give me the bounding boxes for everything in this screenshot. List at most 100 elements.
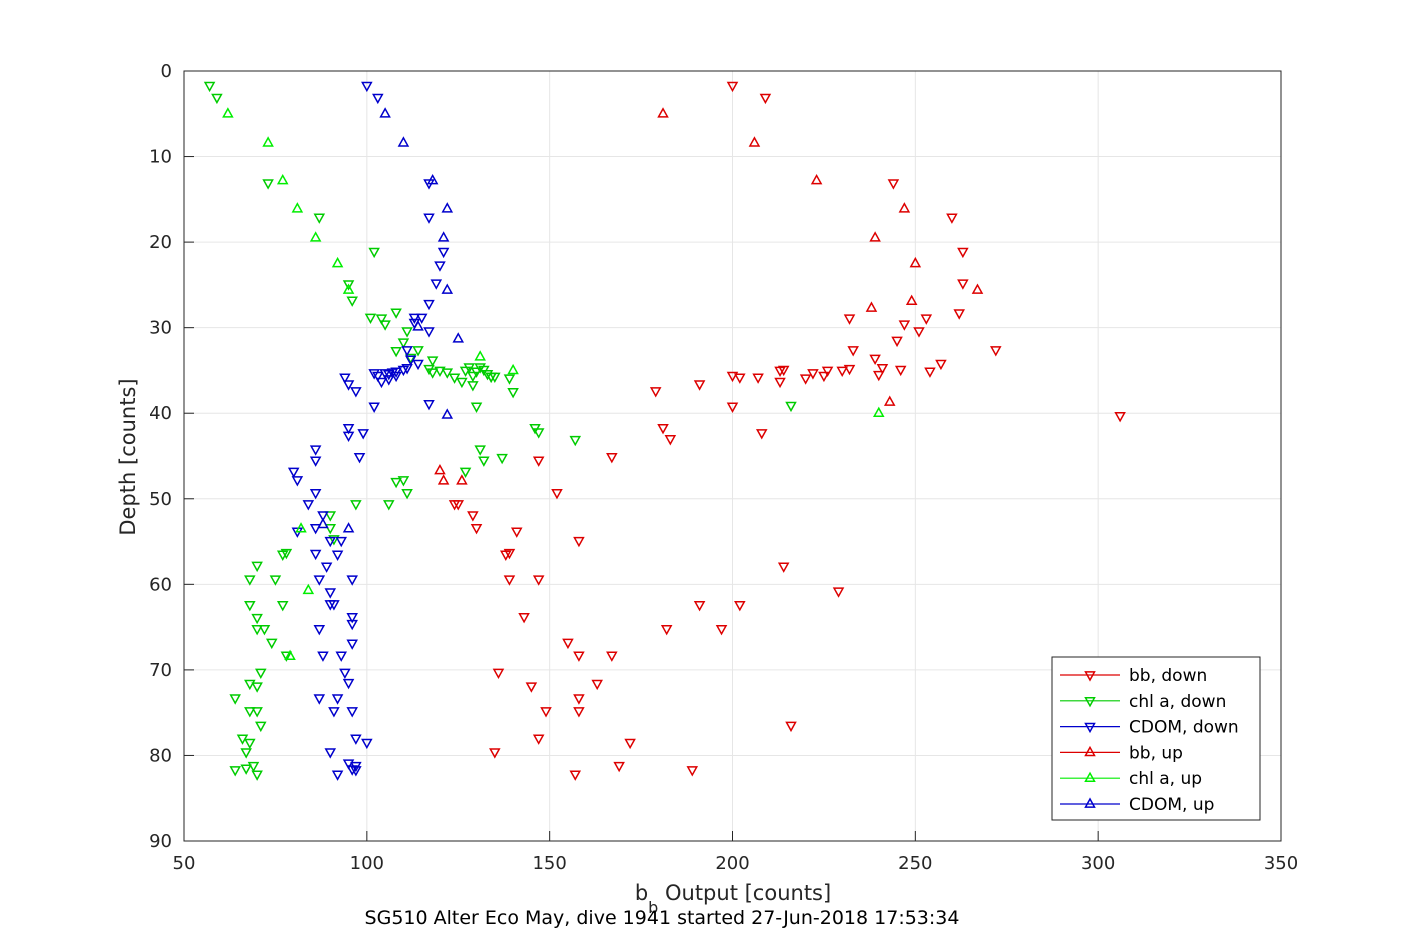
data-point: [251, 624, 263, 636]
data-point: [342, 423, 355, 435]
series-4: [222, 107, 885, 661]
legend-label: bb, up: [1129, 743, 1183, 763]
data-point: [478, 365, 490, 377]
legend-marker: [1084, 745, 1096, 757]
series-2: [287, 81, 450, 781]
data-point: [869, 231, 881, 242]
data-point: [510, 527, 523, 538]
data-point: [456, 474, 468, 485]
x-tick-label: 50: [173, 853, 196, 874]
data-point: [379, 107, 391, 118]
data-point: [573, 694, 585, 705]
data-point: [397, 338, 410, 349]
data-point: [251, 707, 263, 718]
data-point: [507, 363, 519, 375]
data-point: [324, 536, 337, 548]
data-point: [339, 373, 351, 384]
data-point: [887, 179, 900, 190]
data-point: [946, 213, 958, 224]
data-point: [785, 401, 797, 413]
data-point: [437, 231, 450, 242]
data-point: [269, 575, 282, 586]
y-tick-label: 70: [149, 660, 172, 681]
data-point: [957, 279, 969, 290]
data-point: [474, 350, 486, 361]
data-point: [470, 402, 483, 413]
data-point: [459, 467, 472, 478]
data-point: [591, 679, 603, 691]
data-point: [401, 488, 413, 500]
y-axis-label: Depth [counts]: [116, 378, 140, 535]
data-point: [748, 136, 761, 147]
data-point: [807, 369, 819, 380]
data-point: [350, 500, 362, 511]
data-point: [913, 327, 925, 338]
data-point: [397, 365, 410, 377]
data-point: [657, 107, 669, 118]
data-point: [660, 624, 673, 636]
x-tick-label: 150: [532, 853, 566, 874]
data-point: [492, 668, 505, 680]
data-point: [346, 619, 358, 631]
data-point: [474, 445, 486, 456]
y-tick-label: 60: [149, 574, 172, 595]
data-point: [799, 374, 812, 385]
data-point: [573, 707, 585, 718]
legend-marker: [1084, 771, 1096, 783]
data-point: [346, 639, 358, 650]
data-point: [532, 575, 545, 586]
data-point: [872, 406, 885, 418]
data-point: [876, 364, 889, 375]
data-point: [397, 476, 410, 487]
data-point: [777, 365, 790, 377]
data-point: [470, 367, 483, 378]
data-point: [244, 707, 256, 718]
data-point: [240, 764, 252, 775]
data-point: [342, 678, 355, 690]
data-point: [423, 399, 435, 411]
data-point: [364, 313, 377, 324]
data-point: [404, 353, 417, 365]
data-point: [313, 575, 326, 586]
data-point: [832, 587, 845, 598]
data-point: [324, 748, 337, 759]
data-point: [346, 765, 358, 776]
data-point: [441, 202, 454, 213]
data-point: [953, 309, 965, 320]
data-point: [251, 682, 263, 693]
data-point: [368, 369, 380, 380]
legend-marker: [1084, 696, 1096, 708]
data-point: [693, 380, 706, 391]
data-point: [489, 748, 501, 759]
data-point: [441, 408, 454, 419]
data-point: [317, 511, 329, 522]
data-point: [317, 517, 329, 529]
data-point: [1114, 411, 1126, 423]
data-point: [251, 770, 263, 781]
data-point: [390, 371, 402, 383]
data-point: [353, 453, 366, 464]
data-point: [251, 561, 263, 573]
data-point: [280, 548, 293, 560]
data-point: [503, 548, 516, 560]
x-tick-label: 200: [715, 853, 749, 874]
data-point: [382, 500, 395, 511]
data-point: [361, 738, 373, 750]
data-point: [664, 435, 677, 446]
data-point: [335, 536, 348, 548]
data-point: [412, 320, 424, 331]
data-point: [470, 524, 483, 535]
data-point: [328, 707, 340, 718]
legend-label: CDOM, down: [1129, 718, 1239, 738]
data-point: [434, 463, 446, 475]
data-point: [898, 320, 911, 331]
data-point: [379, 369, 391, 380]
data-point: [426, 356, 439, 367]
data-markers: [203, 81, 1126, 781]
data-point: [448, 500, 461, 511]
legend: bb, down chl a, down CDOM, down bb, up chl a…: [1051, 656, 1261, 821]
data-point: [255, 721, 267, 733]
data-point: [437, 474, 450, 485]
data-point: [883, 395, 896, 406]
plot-frame: [183, 70, 1282, 842]
